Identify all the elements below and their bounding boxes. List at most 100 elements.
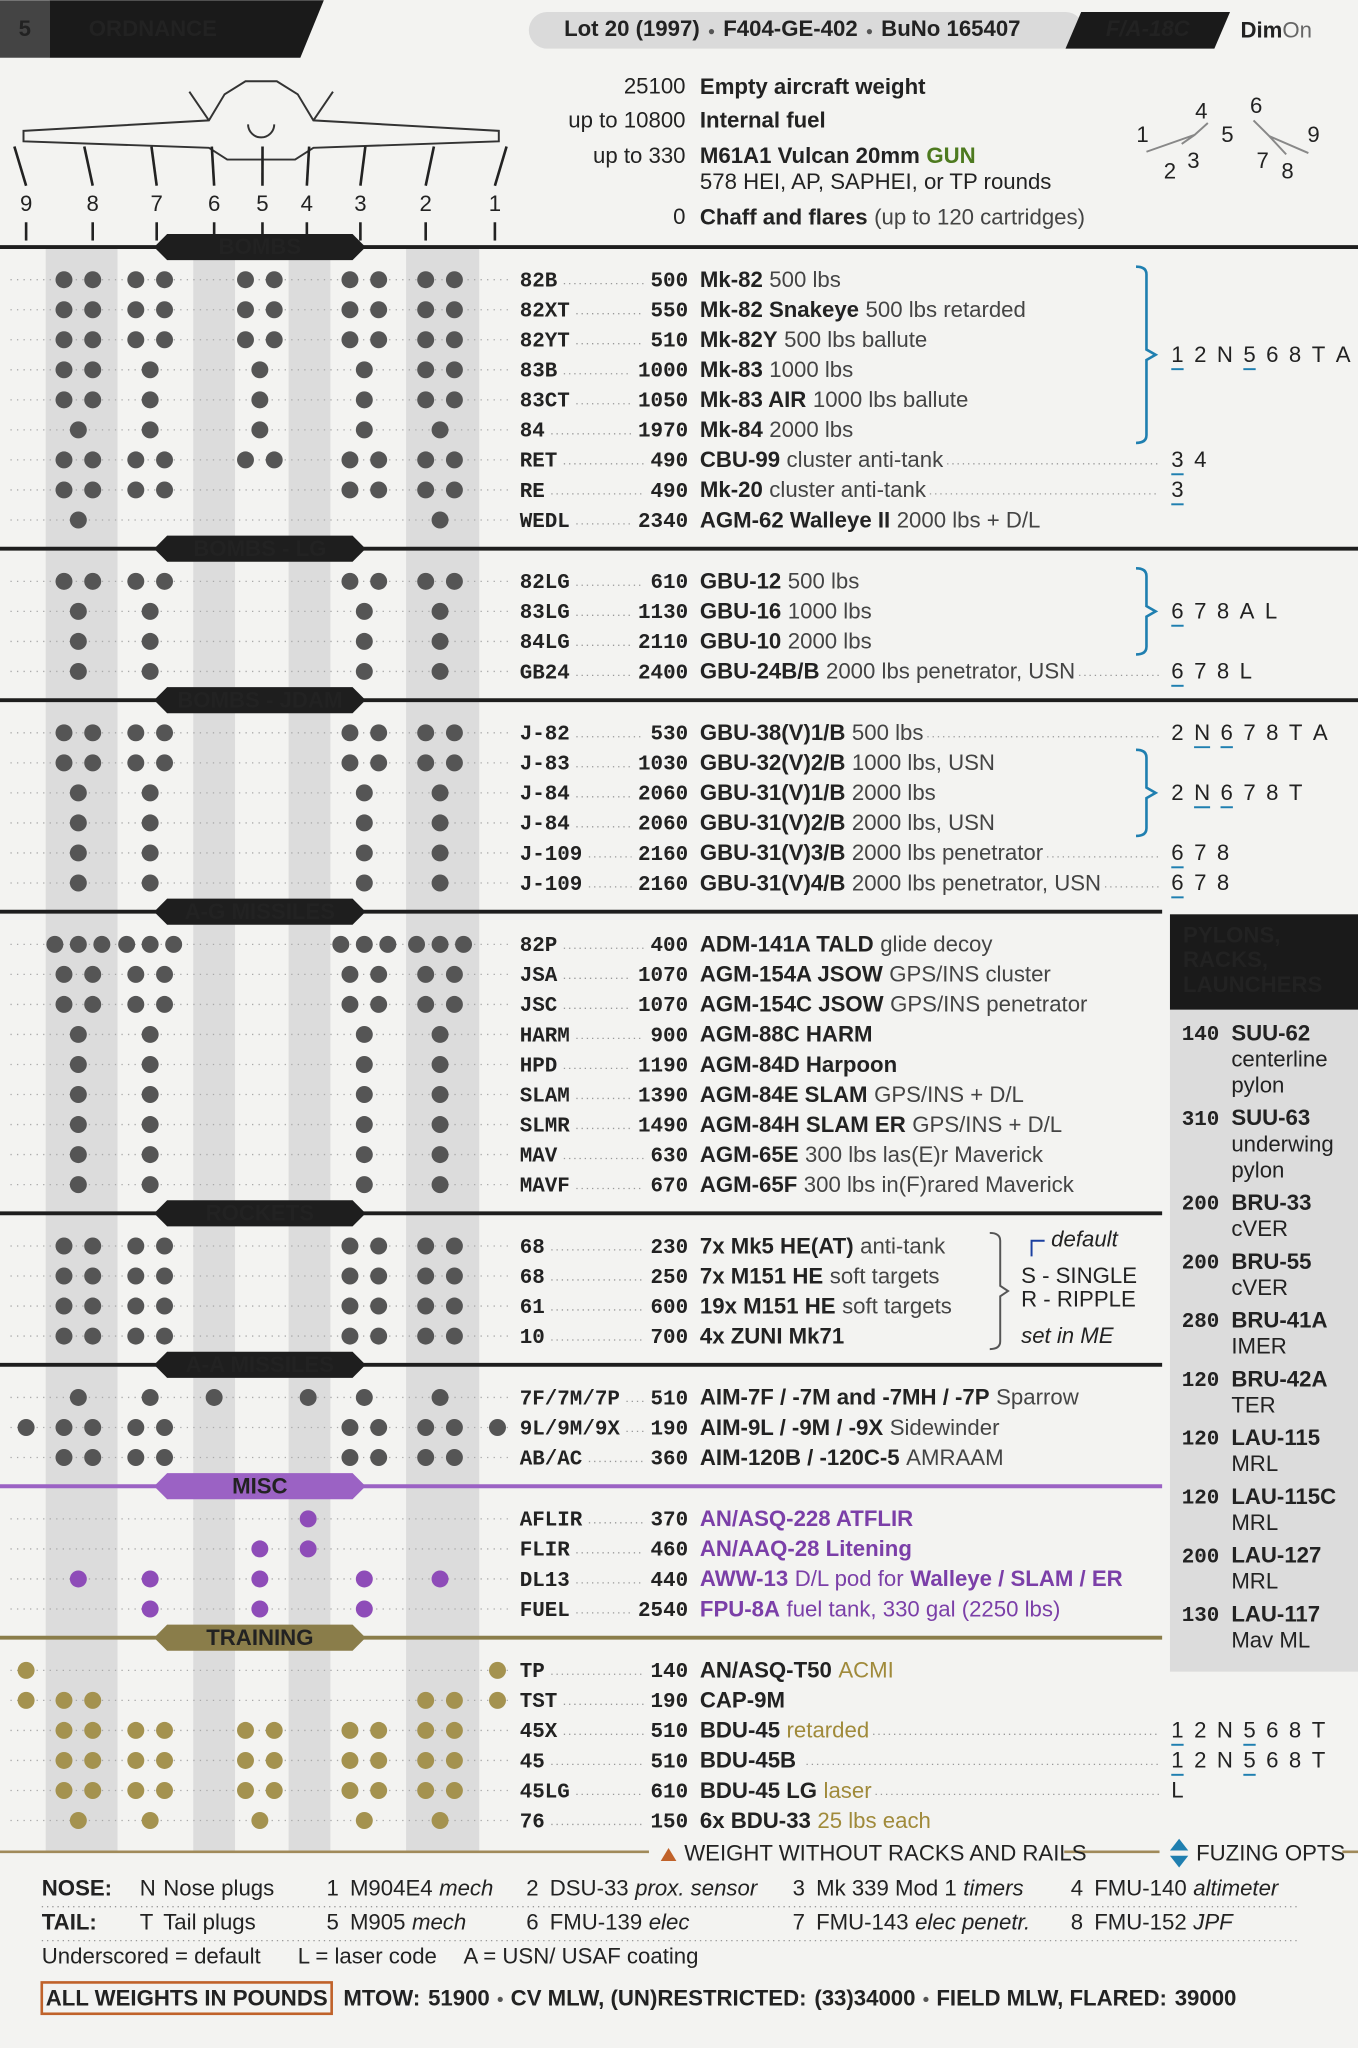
- store-dot: [417, 1418, 435, 1436]
- desc: laser: [824, 1778, 873, 1803]
- store-dot: [417, 1297, 435, 1315]
- rack-desc: MRL: [1231, 1451, 1278, 1476]
- store-code: FLIR: [520, 1540, 571, 1563]
- store-dot: [156, 1721, 174, 1739]
- store-dot: [417, 572, 435, 590]
- desc: 500 lbs: [852, 720, 924, 745]
- store-dot: [69, 814, 87, 832]
- fuze-kind: prox. sensor: [634, 1876, 759, 1901]
- store-dot: [417, 271, 435, 289]
- store-dot: [84, 754, 102, 772]
- store-dot: [127, 1418, 145, 1436]
- store-dot: [431, 844, 449, 862]
- fuze-model: DSU-33: [550, 1876, 629, 1901]
- store-weight: 670: [651, 1175, 689, 1198]
- fuze-model: Nose plugs: [163, 1876, 274, 1901]
- fuzing-option: 8: [1289, 342, 1301, 367]
- store-dot: [205, 1388, 223, 1406]
- rack-name: BRU-41A: [1231, 1308, 1327, 1333]
- station-number: 5: [256, 191, 268, 216]
- name: 7x M151 HE: [700, 1263, 823, 1288]
- store-dot: [141, 632, 159, 650]
- store-dot: [236, 1751, 254, 1769]
- name: 4x ZUNI Mk71: [700, 1323, 844, 1348]
- store-dot: [55, 331, 73, 349]
- section-tab: [154, 535, 366, 562]
- store-weight: 250: [651, 1267, 689, 1290]
- section-title: A-G MISSILES: [185, 899, 335, 924]
- desc: cluster anti-tank: [787, 447, 945, 472]
- store-name: 6x BDU-33 25 lbs each: [700, 1808, 931, 1833]
- legend-note: L = laser code: [298, 1943, 437, 1968]
- station-number: 1: [489, 191, 501, 216]
- store-dot: [127, 1449, 145, 1467]
- name: Mk-82: [700, 267, 763, 292]
- name: FPU-8A: [700, 1596, 780, 1621]
- store-name: AN/ASQ-T50 ACMI: [700, 1658, 894, 1683]
- store-weight: 2060: [638, 814, 688, 837]
- name: Mk-20: [700, 477, 763, 502]
- store-weight: 510: [651, 1751, 689, 1774]
- sidebar-header: [1169, 914, 1358, 1010]
- store-dot: [341, 1418, 359, 1436]
- desc: 300 lbs las(E)r Maverick: [805, 1142, 1044, 1167]
- pylon: [305, 146, 311, 186]
- store-dot: [84, 331, 102, 349]
- store-dot: [370, 1418, 388, 1436]
- store-code: 83LG: [520, 602, 570, 625]
- station-number: 8: [87, 191, 99, 216]
- store-dot: [141, 1055, 159, 1073]
- store-dot: [84, 1237, 102, 1255]
- store-dot: [370, 754, 388, 772]
- store-dot: [489, 1418, 506, 1436]
- store-dot: [355, 602, 373, 620]
- store-dot: [445, 572, 463, 590]
- rack-desc: pylon: [1231, 1157, 1284, 1182]
- store-dot: [141, 1570, 159, 1588]
- store-code: 68: [520, 1267, 545, 1290]
- store-dot: [431, 511, 449, 529]
- fuzing-bracket: [1135, 265, 1159, 445]
- store-dot: [445, 1327, 463, 1345]
- fuzing-option: 2: [1194, 1718, 1206, 1743]
- store-dot: [69, 784, 87, 802]
- store-code: JSC: [520, 995, 558, 1018]
- fuze-code: 6: [526, 1910, 538, 1935]
- store-dot: [69, 1025, 87, 1043]
- fuzing-option: L: [1240, 659, 1252, 684]
- store-dot: [69, 935, 87, 953]
- store-code: 84LG: [520, 632, 570, 655]
- store-weight: 490: [651, 481, 689, 504]
- store-dot: [69, 844, 87, 862]
- fuze-kind: timers: [963, 1876, 1023, 1901]
- store-dot: [431, 1116, 449, 1134]
- store-dot: [93, 935, 111, 953]
- store-code: J-83: [520, 754, 570, 777]
- rack-name: SUU-62: [1231, 1020, 1310, 1045]
- store-dot: [55, 391, 73, 409]
- station-band: [193, 248, 236, 1852]
- store-name: BDU-45 retarded: [700, 1718, 869, 1743]
- store-dot: [127, 754, 145, 772]
- store-code: 82YT: [520, 331, 570, 354]
- store-weight: 1190: [638, 1055, 688, 1078]
- store-dot: [84, 361, 102, 379]
- desc: GPS/INS penetrator: [890, 992, 1088, 1017]
- model: F/A-18C: [1106, 16, 1191, 41]
- rack-weight: 120: [1182, 1429, 1220, 1452]
- name: GBU-24B/B: [700, 659, 820, 684]
- store-name: 7x Mk5 HE(AT) anti-tank: [700, 1233, 946, 1258]
- store-dot: [431, 662, 449, 680]
- station-number: 6: [208, 191, 220, 216]
- section-tab: [154, 1200, 366, 1227]
- store-dot: [156, 965, 174, 983]
- desc: 500 lbs: [788, 569, 860, 594]
- fuzing-option: 8: [1217, 840, 1229, 865]
- store-dot: [69, 421, 87, 439]
- store-dot: [156, 451, 174, 469]
- section-tab: [154, 687, 366, 714]
- store-dot: [55, 572, 73, 590]
- store-dot: [370, 331, 388, 349]
- fuze-code: 1: [326, 1876, 338, 1901]
